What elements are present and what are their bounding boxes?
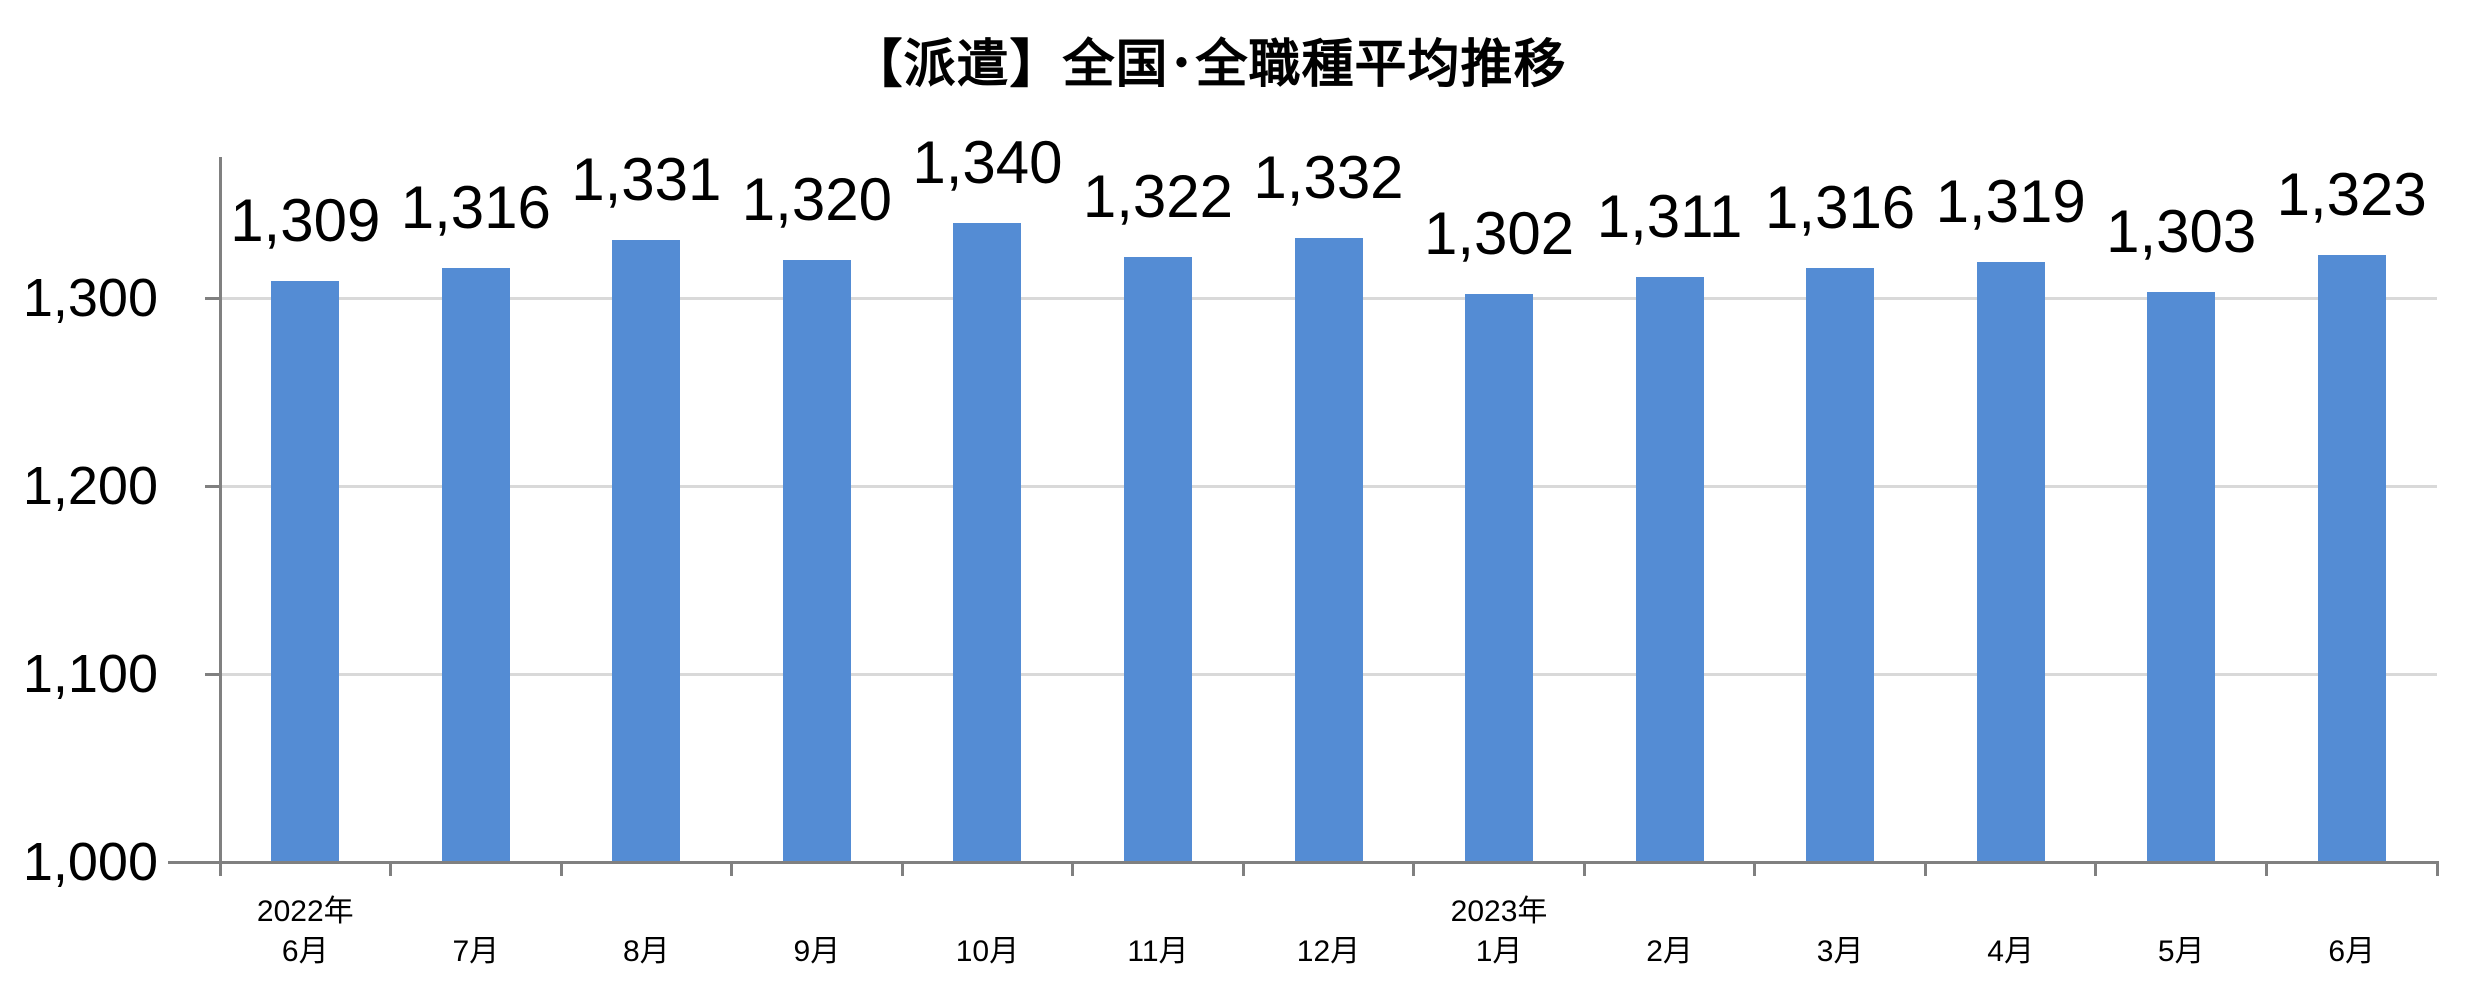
chart-title: 【派遣】全国･全職種平均推移 [850, 36, 1567, 94]
x-axis-year-label: 2022年 [256, 895, 354, 928]
x-axis-month-label: 7月 [452, 935, 500, 968]
bar-value-label: 1,302 [1423, 200, 1575, 268]
x-axis-tick [1071, 862, 1075, 876]
x-axis-tick [218, 862, 222, 876]
bar [1806, 267, 1875, 862]
x-axis-tick [2435, 862, 2439, 876]
x-axis-tick [730, 862, 734, 876]
x-axis-month-label: 10月 [955, 935, 1020, 968]
x-axis-month-label: 8月 [622, 935, 670, 968]
x-axis-tick [1582, 862, 1586, 876]
bar [1465, 294, 1534, 862]
y-axis-tick [205, 672, 220, 676]
y-axis-tick [205, 296, 220, 300]
bar-value-label: 1,331 [571, 145, 722, 213]
x-axis-tick [2264, 862, 2268, 876]
bar-value-label: 1,309 [230, 187, 381, 255]
bar-value-label: 1,323 [2276, 160, 2427, 228]
bar-value-label: 1,340 [912, 128, 1063, 196]
y-axis-tick [168, 860, 220, 864]
y-axis-label: 1,300 [22, 268, 158, 328]
bar [1635, 277, 1704, 862]
x-axis-tick [1753, 862, 1757, 876]
y-axis-label: 1,000 [22, 832, 158, 892]
x-axis-month-label: 12月 [1296, 935, 1361, 968]
bar [2147, 292, 2216, 862]
bar [441, 267, 510, 862]
bar-value-label: 1,332 [1253, 143, 1404, 211]
y-axis-label: 1,200 [22, 456, 158, 516]
x-axis-year-label: 2023年 [1450, 895, 1548, 928]
x-axis-line [218, 860, 2439, 864]
x-axis-tick [559, 862, 563, 876]
x-axis-month-label: 1月 [1475, 935, 1523, 968]
bar [271, 281, 340, 862]
x-axis-tick [2094, 862, 2098, 876]
bar-value-label: 1,322 [1082, 162, 1234, 230]
bar [782, 260, 851, 862]
bar-value-label: 1,303 [2106, 198, 2257, 266]
x-axis-month-label: 5月 [2157, 935, 2205, 968]
y-axis-tick [205, 484, 220, 488]
bar [1123, 256, 1192, 862]
x-axis-tick [389, 862, 393, 876]
x-axis-tick [1241, 862, 1245, 876]
bar [1294, 237, 1363, 862]
bar [953, 222, 1022, 862]
bar-value-label: 1,320 [741, 166, 892, 234]
bar [2317, 254, 2386, 862]
y-axis-label: 1,100 [22, 644, 158, 704]
x-axis-tick [900, 862, 904, 876]
bar-value-label: 1,316 [400, 173, 551, 241]
x-axis-month-label: 9月 [793, 935, 841, 968]
bar-value-label: 1,319 [1935, 168, 2086, 236]
x-axis-month-label: 4月 [1987, 935, 2034, 968]
x-axis-month-label: 2月 [1646, 935, 1693, 968]
bar [612, 239, 681, 862]
x-axis-tick [1923, 862, 1927, 876]
x-axis-tick [1412, 862, 1416, 876]
x-axis-month-label: 11月 [1127, 935, 1189, 968]
bar-value-label: 1,316 [1765, 173, 1916, 241]
y-axis-line [218, 157, 222, 864]
bar-value-label: 1,311 [1596, 183, 1743, 251]
x-axis-month-label: 6月 [281, 935, 329, 968]
x-axis-month-label: 6月 [2328, 935, 2376, 968]
bar [1976, 262, 2045, 862]
x-axis-month-label: 3月 [1816, 935, 1864, 968]
